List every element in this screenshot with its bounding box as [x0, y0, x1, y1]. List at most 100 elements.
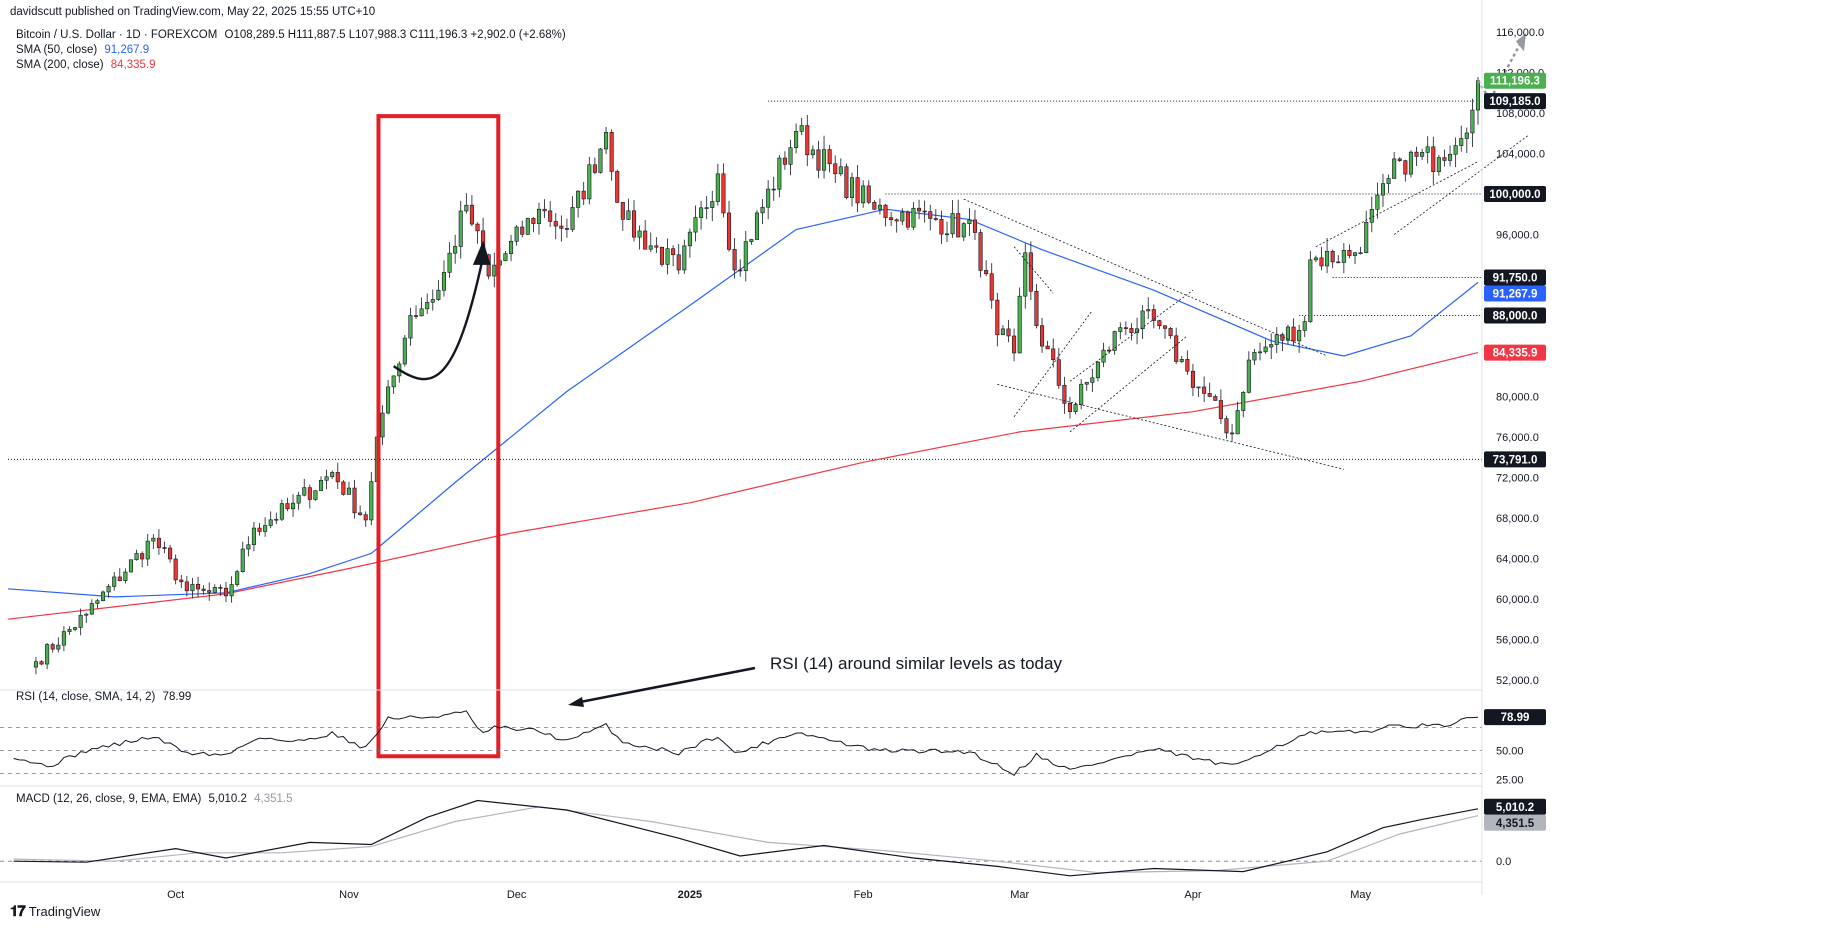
- candle-body: [559, 225, 564, 229]
- price-tick-label: 104,000.0: [1496, 149, 1545, 161]
- time-tick-label: May: [1350, 889, 1371, 901]
- annotation-arrow: [574, 666, 756, 705]
- tradingview-brand[interactable]: 𝟏𝟕 TradingView: [10, 903, 100, 920]
- candle-body: [872, 202, 877, 210]
- candle-body: [246, 544, 251, 550]
- candle-body: [1017, 295, 1022, 354]
- candle-body: [1403, 160, 1408, 175]
- candle-body: [1459, 138, 1464, 146]
- candle-body: [615, 171, 620, 203]
- falling-wedge-upper: [963, 198, 1328, 357]
- candle-body: [1302, 321, 1307, 331]
- macd-label[interactable]: MACD (12, 26, close, 9, EMA, EMA): [16, 793, 202, 805]
- macd-badge: 5,010.2: [1496, 802, 1534, 814]
- candle-body: [531, 218, 536, 224]
- candle-body: [833, 163, 838, 175]
- time-tick-label: Mar: [1010, 889, 1029, 901]
- candle-body: [536, 208, 542, 224]
- candle-body: [257, 527, 262, 532]
- candle-body: [799, 125, 804, 132]
- candle-body: [989, 273, 994, 301]
- candle-body: [151, 537, 156, 542]
- candle-body: [604, 132, 609, 150]
- sma200-label[interactable]: SMA (200, close): [16, 59, 104, 71]
- sma200-line: [7, 352, 1479, 620]
- sma50-path: [7, 208, 1479, 598]
- candle-body: [1000, 328, 1005, 336]
- candle-body: [1157, 320, 1162, 327]
- rising-line-b: [1013, 246, 1054, 294]
- candle-body: [363, 514, 368, 521]
- candle-body: [335, 472, 340, 483]
- candle-body: [905, 211, 910, 228]
- candle-body: [1062, 385, 1067, 404]
- candle-body: [1112, 331, 1117, 351]
- ohlc-values: O108,289.5 H111,887.5 L107,988.3 C111,19…: [224, 29, 566, 41]
- candle-body: [61, 631, 66, 646]
- candle-body: [346, 487, 351, 495]
- candle-body: [78, 614, 83, 628]
- candle-body: [710, 201, 715, 208]
- candle-body: [699, 207, 704, 218]
- price-tick-label: 52,000.0: [1496, 675, 1539, 687]
- candle-body: [726, 212, 732, 250]
- price-badge-bg: [1484, 344, 1546, 361]
- candle-body: [307, 487, 312, 500]
- axes: 116,000.0112,000.0108,000.0104,000.0100,…: [0, 0, 1545, 901]
- candle-body: [961, 223, 966, 238]
- price-tick-label: 108,000.0: [1496, 108, 1545, 120]
- highlight-box: [376, 114, 501, 759]
- price-badge: 91,267.9: [1493, 289, 1538, 301]
- price-badge: 91,750.0: [1493, 273, 1538, 285]
- candle-body: [682, 245, 687, 271]
- candle-body: [889, 217, 894, 221]
- candle-body: [425, 301, 430, 310]
- candle-body: [1045, 345, 1050, 350]
- price-tick-label: 60,000.0: [1496, 594, 1539, 606]
- signal-path: [13, 806, 1479, 874]
- candle-body: [1464, 132, 1469, 139]
- candle-body: [1012, 335, 1017, 354]
- candle-body: [1347, 249, 1352, 256]
- candle-body: [861, 185, 866, 204]
- candle-body: [1034, 290, 1039, 326]
- rising-line-a: [1013, 310, 1093, 417]
- candle-body: [1274, 334, 1279, 345]
- candle-body: [212, 587, 217, 593]
- candle-body: [56, 644, 61, 650]
- rsi-label[interactable]: RSI (14, close, SMA, 14, 2): [16, 691, 156, 703]
- price-badge-bg: [1484, 93, 1546, 110]
- published-line: davidscutt published on TradingView.com,…: [10, 5, 375, 20]
- candle-body: [1308, 259, 1313, 322]
- rsi-legend: RSI (14, close, SMA, 14, 2) 78.99: [16, 690, 191, 705]
- candle-body: [883, 204, 888, 218]
- sma200-path: [7, 352, 1479, 620]
- rsi-value: 78.99: [162, 691, 192, 703]
- candle-body: [704, 207, 709, 209]
- candle-body: [849, 177, 855, 198]
- falling-wedge-lower: [997, 383, 1344, 470]
- candle-body: [732, 249, 737, 271]
- symbol-name[interactable]: Bitcoin / U.S. Dollar · 1D · FOREXCOM: [16, 29, 218, 41]
- candle-body: [1168, 328, 1173, 337]
- candle-body: [771, 188, 776, 191]
- candle-body: [548, 210, 553, 222]
- candle-body: [788, 147, 793, 165]
- time-tick-label: Feb: [854, 889, 873, 901]
- candle-body: [995, 299, 1000, 336]
- candle-body: [95, 600, 100, 604]
- sma50-label[interactable]: SMA (50, close): [16, 44, 98, 56]
- candle-body: [827, 149, 832, 165]
- candle-body: [911, 207, 916, 228]
- candle-body: [1190, 370, 1195, 388]
- candle-body: [738, 269, 743, 272]
- candle-body: [1336, 261, 1341, 264]
- candle-body: [900, 211, 905, 222]
- candle-body: [805, 125, 810, 156]
- rising-channel-upper: [1069, 289, 1194, 382]
- candle-body: [1358, 252, 1363, 255]
- candle-body: [1257, 351, 1263, 354]
- candle-body: [1095, 361, 1100, 379]
- price-tick-label: 96,000.0: [1496, 230, 1539, 242]
